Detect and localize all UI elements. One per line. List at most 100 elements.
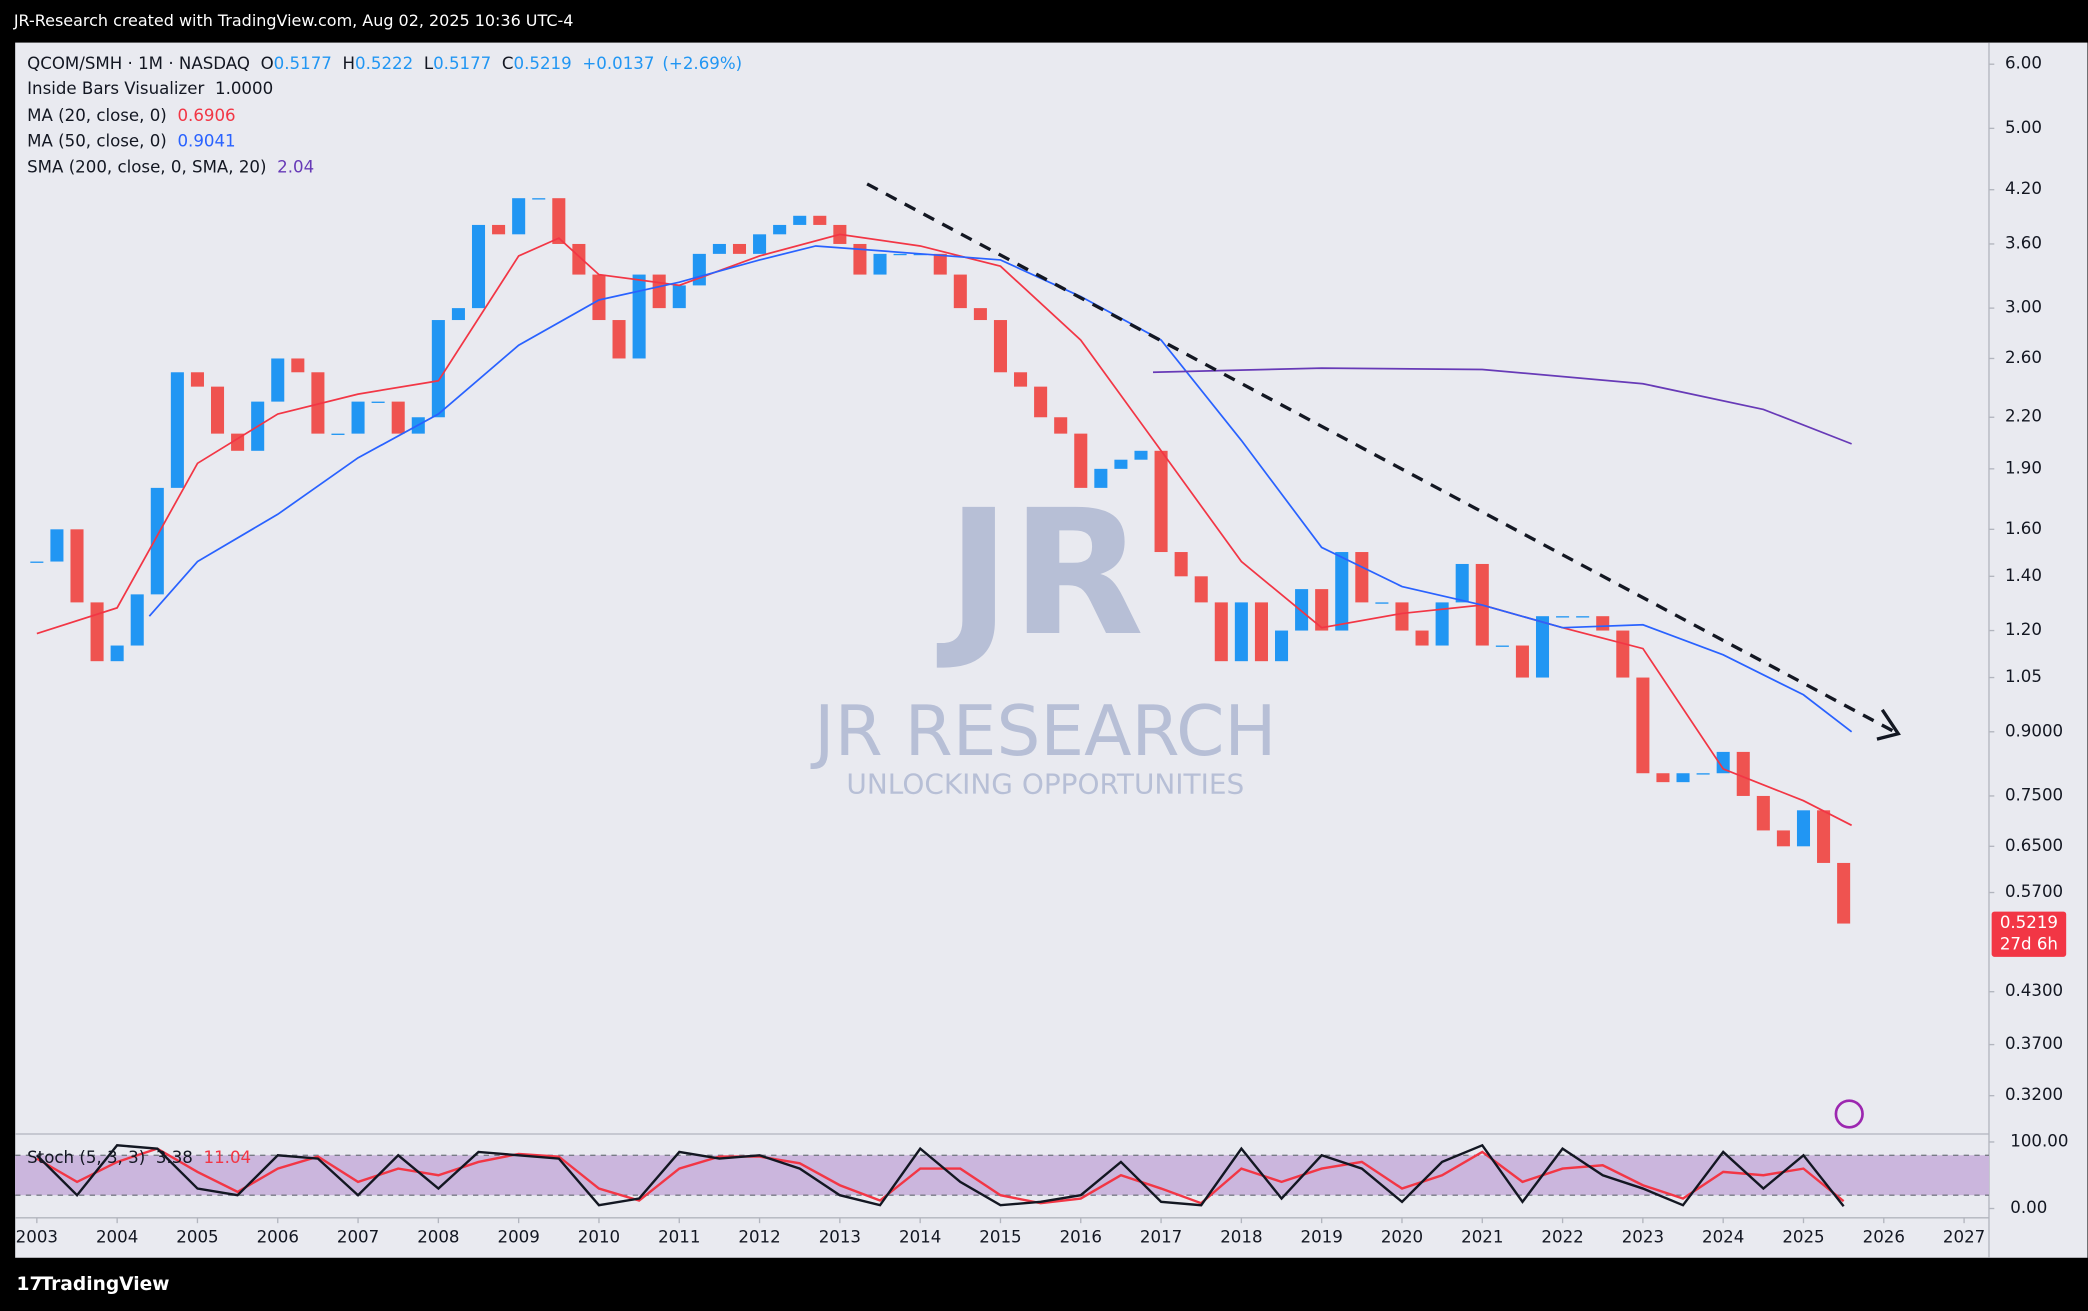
stoch-name: Stoch (5, 3, 3)	[27, 1147, 145, 1166]
x-tick-label: 2023	[1622, 1227, 1664, 1246]
ma-value: 0.6906	[177, 105, 235, 124]
candle	[1776, 830, 1790, 847]
candle	[1034, 386, 1048, 418]
candle	[973, 308, 987, 321]
y-tick-label: 3.00	[2005, 298, 2042, 317]
trend-arrowhead	[1876, 708, 1901, 741]
ohlc-value: 0.5177	[433, 53, 491, 72]
candle	[190, 372, 204, 387]
trend-line	[866, 182, 1899, 736]
candle	[853, 243, 867, 275]
indicator-name: Inside Bars Visualizer	[27, 79, 204, 98]
y-tick-label: 6.00	[2005, 54, 2042, 73]
ohlc-value: 0.5222	[355, 53, 413, 72]
candle	[572, 243, 586, 275]
y-tick-label: 0.3700	[2005, 1034, 2063, 1053]
candle	[1515, 645, 1529, 678]
y-tick-label: 0.4300	[2005, 981, 2063, 1000]
candle	[813, 215, 827, 225]
y-tick-label: 0.7500	[2005, 785, 2063, 804]
y-tick-label: 2.20	[2005, 407, 2042, 426]
candle	[873, 253, 887, 275]
x-tick-label: 2005	[176, 1227, 218, 1246]
candle	[130, 594, 144, 646]
stoch-k-value: 3.38	[156, 1147, 193, 1166]
x-tick-label: 2014	[899, 1227, 941, 1246]
candle	[1375, 602, 1389, 604]
candle	[652, 274, 666, 309]
ma-legend: MA (50, close, 0) 0.9041	[27, 131, 235, 150]
x-tick-label: 2008	[417, 1227, 459, 1246]
y-tick-label: 1.90	[2005, 458, 2042, 477]
lightning-icon[interactable]	[1834, 1099, 1864, 1129]
candle	[1254, 602, 1268, 662]
stoch-legend: Stoch (5, 3, 3) 3.38 11.04	[27, 1147, 251, 1166]
candle	[1455, 563, 1469, 603]
candle	[953, 274, 967, 309]
price-tag-label: 0.5219	[2000, 913, 2058, 932]
candle	[712, 243, 726, 254]
candle	[1214, 602, 1228, 662]
x-tick-label: 2025	[1782, 1227, 1824, 1246]
candle	[1014, 372, 1028, 387]
candle	[592, 274, 606, 321]
ohlc-label: L	[424, 53, 434, 72]
candle	[632, 274, 646, 359]
candle	[1275, 630, 1289, 662]
x-tick-label: 2021	[1461, 1227, 1503, 1246]
candle	[1415, 630, 1429, 646]
y-tick-label: 1.05	[2005, 667, 2042, 686]
candle	[993, 320, 1007, 373]
candle	[451, 308, 465, 321]
candle	[351, 401, 365, 434]
x-tick-label: 2003	[16, 1227, 58, 1246]
symbol: QCOM/SMH · 1M · NASDAQ	[27, 53, 250, 72]
y-tick-label: 1.40	[2005, 566, 2042, 585]
candle	[532, 198, 546, 200]
ma-legend: MA (20, close, 0) 0.6906	[27, 105, 235, 124]
candle	[1074, 433, 1088, 488]
candle	[512, 198, 526, 235]
stoch-k	[36, 1143, 1845, 1207]
y-tick-label: 2.60	[2005, 348, 2042, 367]
y-tick-label: 0.5700	[2005, 882, 2063, 901]
ohlc-value: 0.5219	[514, 53, 572, 72]
footer-brand[interactable]: TradingView	[40, 1274, 169, 1295]
x-tick-label: 2007	[337, 1227, 379, 1246]
watermark-logo: JR	[937, 472, 1145, 674]
ma-legend: SMA (200, close, 0, SMA, 20) 2.04	[27, 157, 314, 176]
x-tick-label: 2017	[1140, 1227, 1182, 1246]
candle	[110, 645, 124, 662]
y-tick-label: 0.3200	[2005, 1085, 2063, 1104]
candle	[1234, 602, 1248, 662]
x-tick-label: 2022	[1541, 1227, 1583, 1246]
candle	[1134, 450, 1148, 460]
x-tick-label: 2004	[96, 1227, 138, 1246]
candle	[1636, 677, 1650, 774]
candle	[1495, 645, 1509, 647]
candle	[492, 224, 506, 235]
candle	[1696, 773, 1710, 775]
candle	[471, 224, 486, 309]
candle	[1656, 773, 1670, 783]
ma-value: 2.04	[277, 157, 314, 176]
candle	[732, 243, 747, 254]
candle	[793, 215, 807, 225]
candle	[50, 529, 64, 562]
candle	[552, 198, 566, 244]
countdown: 27d 6h	[2000, 934, 2058, 953]
stoch-band	[15, 1155, 1989, 1196]
candle	[391, 401, 405, 434]
x-tick-label: 2010	[578, 1227, 620, 1246]
ohlc-value: 0.5177	[274, 53, 332, 72]
x-tick-label: 2026	[1863, 1227, 1905, 1246]
y-tick-label: 1.60	[2005, 519, 2042, 538]
candle	[753, 234, 767, 254]
candle	[1796, 810, 1811, 847]
candle	[1756, 795, 1770, 831]
change: +0.0137	[582, 53, 654, 72]
candle	[311, 372, 325, 434]
candle	[331, 433, 345, 435]
